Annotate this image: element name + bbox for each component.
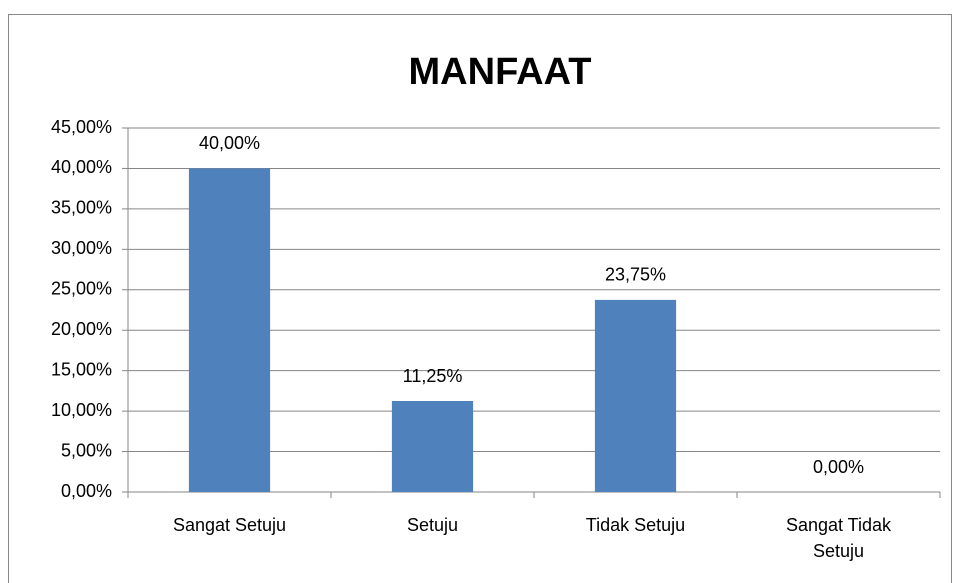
x-tick-label: Sangat Tidak Setuju — [785, 515, 892, 561]
y-tick-label: 10,00% — [51, 400, 112, 420]
bar — [594, 299, 677, 492]
y-tick-label: 25,00% — [51, 279, 112, 299]
data-label: 40,00% — [199, 133, 260, 153]
y-tick-label: 20,00% — [51, 319, 112, 339]
y-tick-label: 0,00% — [61, 481, 112, 501]
y-tick-label: 35,00% — [51, 198, 112, 218]
x-tick-label: Sangat Setuju — [172, 515, 287, 535]
x-tick-label: Tidak Setuju — [585, 515, 686, 535]
bar — [188, 168, 271, 492]
y-tick-label: 5,00% — [61, 440, 112, 460]
y-tick-label: 30,00% — [51, 238, 112, 258]
chart-title: MANFAAT — [409, 51, 592, 93]
bar — [391, 401, 474, 492]
x-tick-label: Setuju — [406, 515, 459, 535]
data-label: 23,75% — [605, 265, 666, 285]
y-tick-label: 40,00% — [51, 157, 112, 177]
data-label: 0,00% — [813, 457, 864, 477]
data-label: 11,25% — [403, 366, 463, 386]
chart-border — [8, 14, 952, 583]
y-tick-label: 45,00% — [51, 117, 112, 137]
y-tick-label: 15,00% — [51, 359, 112, 379]
